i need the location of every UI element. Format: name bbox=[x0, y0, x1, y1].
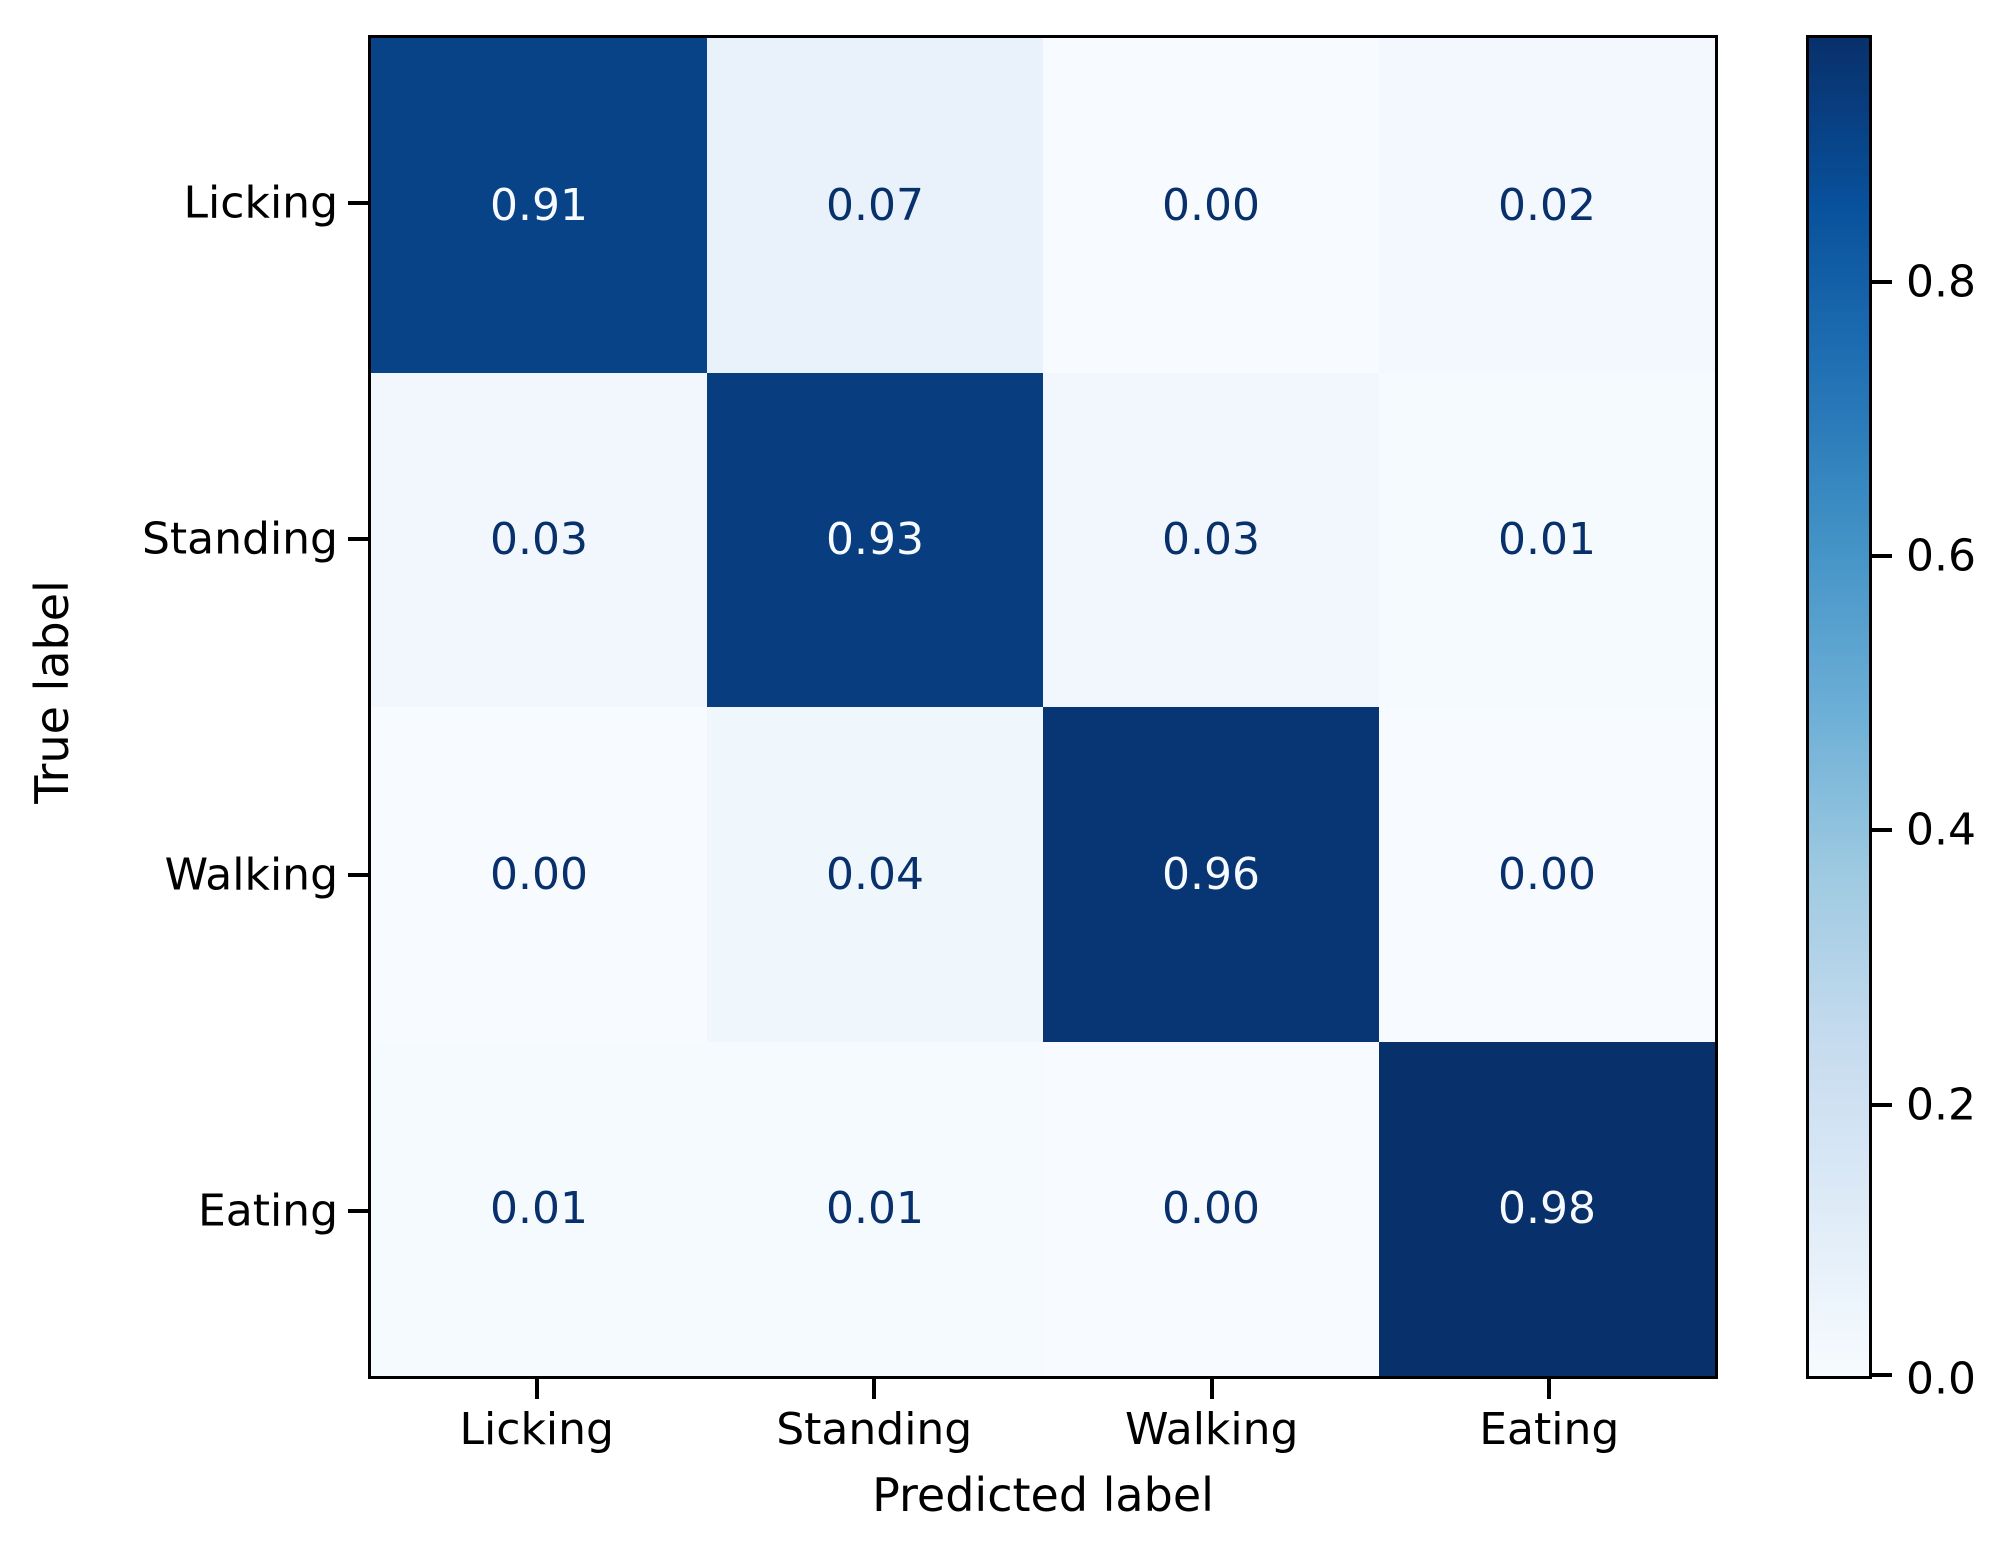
colorbar-tick-label-0.8: 0.8 bbox=[1906, 256, 1976, 308]
colorbar-tick-label-0.6: 0.6 bbox=[1906, 530, 1976, 582]
xtick-label-eating: Eating bbox=[1479, 1404, 1620, 1455]
xtick-mark-walking bbox=[1209, 1379, 1214, 1399]
colorbar-tick-mark-0.2 bbox=[1872, 1102, 1892, 1107]
ytick-mark-standing bbox=[348, 537, 368, 541]
cell-licking-eating: 0.02 bbox=[1379, 38, 1715, 373]
ytick-label-eating: Eating bbox=[197, 1185, 338, 1237]
cell-eating-eating: 0.98 bbox=[1379, 1041, 1715, 1376]
x-axis-title: Predicted label bbox=[872, 1468, 1214, 1522]
colorbar-tick-label-0.0: 0.0 bbox=[1906, 1353, 1976, 1405]
ytick-mark-walking bbox=[348, 873, 368, 877]
xtick-mark-licking bbox=[534, 1379, 539, 1399]
cell-eating-licking: 0.01 bbox=[371, 1041, 707, 1376]
cell-standing-walking: 0.03 bbox=[1043, 372, 1379, 707]
ytick-label-standing: Standing bbox=[141, 513, 338, 565]
cell-eating-walking: 0.00 bbox=[1043, 1041, 1379, 1376]
cell-standing-eating: 0.01 bbox=[1379, 372, 1715, 707]
ytick-label-licking: Licking bbox=[183, 177, 338, 229]
cell-standing-licking: 0.03 bbox=[371, 372, 707, 707]
colorbar-tick-label-0.2: 0.2 bbox=[1906, 1079, 1976, 1131]
xtick-label-standing: Standing bbox=[776, 1404, 973, 1455]
ytick-mark-licking bbox=[348, 201, 368, 205]
xtick-mark-eating bbox=[1547, 1379, 1552, 1399]
cell-walking-licking: 0.00 bbox=[371, 707, 707, 1042]
heatmap-grid: 0.91 0.07 0.00 0.02 0.03 0.93 0.03 0.01 0.00 0.04… bbox=[368, 35, 1718, 1379]
cell-licking-walking: 0.00 bbox=[1043, 38, 1379, 373]
xtick-mark-standing bbox=[872, 1379, 877, 1399]
colorbar-tick-mark-0.6 bbox=[1872, 554, 1892, 559]
colorbar-tick-label-0.4: 0.4 bbox=[1906, 804, 1976, 856]
xtick-label-licking: Licking bbox=[459, 1404, 614, 1455]
cell-walking-eating: 0.00 bbox=[1379, 707, 1715, 1042]
cell-walking-standing: 0.04 bbox=[707, 707, 1043, 1042]
cell-eating-standing: 0.01 bbox=[707, 1041, 1043, 1376]
cell-licking-licking: 0.91 bbox=[371, 38, 707, 373]
y-axis-title: True label bbox=[25, 580, 79, 804]
xtick-label-walking: Walking bbox=[1125, 1404, 1299, 1455]
colorbar-tick-mark-0.4 bbox=[1872, 828, 1892, 833]
colorbar-tick-mark-0.0 bbox=[1872, 1373, 1892, 1377]
colorbar-gradient bbox=[1806, 35, 1872, 1379]
colorbar-tick-mark-0.8 bbox=[1872, 279, 1892, 284]
cell-licking-standing: 0.07 bbox=[707, 38, 1043, 373]
cell-walking-walking: 0.96 bbox=[1043, 707, 1379, 1042]
ytick-label-walking: Walking bbox=[164, 849, 338, 901]
ytick-mark-eating bbox=[348, 1209, 368, 1213]
cell-standing-standing: 0.93 bbox=[707, 372, 1043, 707]
